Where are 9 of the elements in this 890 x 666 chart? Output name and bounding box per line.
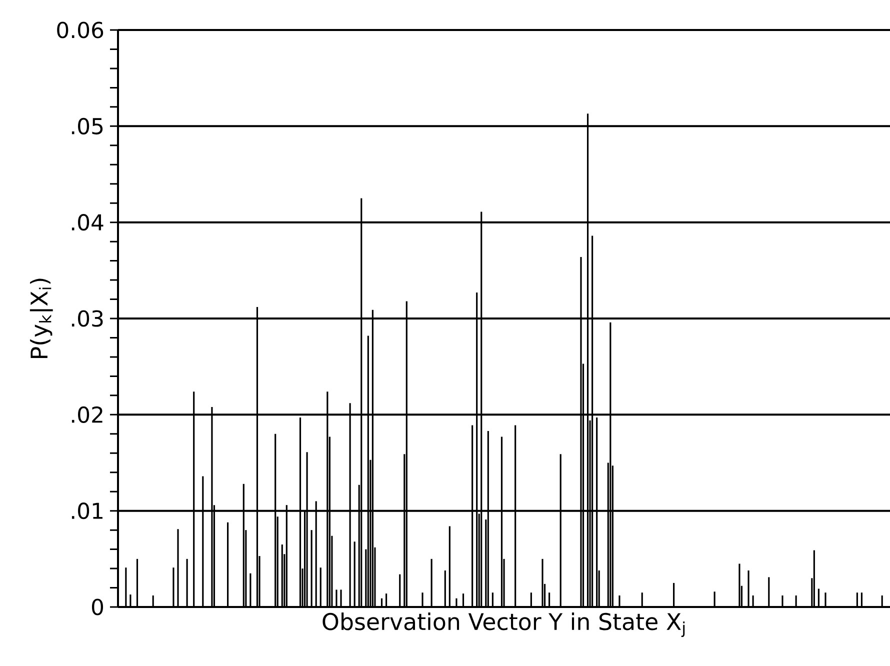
y-tick-label: .03 (72, 310, 103, 327)
y-tick-label: 0.06 (57, 22, 104, 38)
y-axis-title: P(y$_{k}$|X$_{i}$) (30, 278, 53, 358)
y-tick-label: .05 (72, 118, 103, 134)
y-tick-label: .02 (72, 406, 102, 423)
y-tick-label: .04 (72, 214, 104, 231)
x-axis-title: Observation Vector Y in State X$_{j}$ (322, 612, 685, 637)
y-tick-label: .01 (72, 502, 102, 520)
y-tick-label: 0 (92, 598, 104, 616)
